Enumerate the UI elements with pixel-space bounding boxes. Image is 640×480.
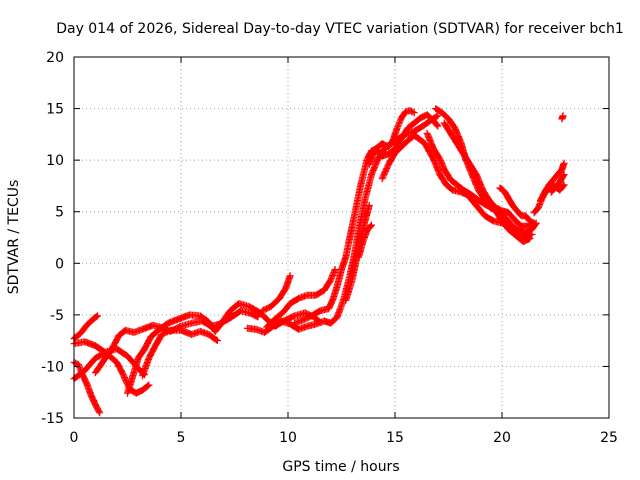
marker-group: [530, 171, 568, 217]
y-tick-label: 10: [46, 153, 64, 169]
series-track-n: [365, 107, 418, 168]
y-axis-title: SDTVAR / TECUs: [6, 180, 22, 295]
x-tick-label: 0: [70, 430, 79, 446]
x-tick-label: 10: [279, 430, 297, 446]
y-tick-label: -10: [41, 359, 64, 375]
marker-group: [139, 326, 221, 380]
data-markers: [70, 105, 568, 417]
marker-group: [70, 312, 101, 343]
y-tick-label: -5: [50, 308, 64, 324]
series-track-i: [258, 272, 294, 315]
marker-group: [558, 112, 567, 123]
series-track-u: [537, 159, 568, 204]
marker-group: [365, 107, 418, 168]
series-track-a: [70, 312, 101, 343]
series-track-t: [530, 171, 568, 217]
marker-group: [290, 111, 442, 327]
x-tick-label: 15: [386, 430, 404, 446]
series-track-f: [124, 300, 324, 397]
series-track-j: [263, 266, 339, 331]
marker-group: [258, 272, 294, 315]
marker-group: [440, 119, 538, 230]
chart-title: Day 014 of 2026, Sidereal Day-to-day VTE…: [56, 21, 624, 37]
series-track-s: [496, 184, 538, 227]
series-track-r: [440, 119, 538, 230]
y-tick-label: 5: [55, 205, 64, 221]
x-axis-title: GPS time / hours: [282, 459, 399, 475]
y-tick-label: -15: [41, 411, 64, 427]
marker-group: [547, 181, 568, 196]
x-tick-label: 25: [600, 430, 618, 446]
marker-group: [263, 266, 339, 331]
marker-group: [355, 221, 375, 261]
series-track-k: [290, 111, 442, 327]
axis-ticks: 0 5 10 15 20 25 -15 -10 -5 0 5 10 15 20: [41, 50, 618, 446]
marker-group: [537, 159, 568, 204]
marker-group: [496, 184, 538, 227]
y-tick-label: 20: [46, 50, 64, 66]
plot-frame: [73, 56, 610, 419]
y-tick-label: 0: [55, 256, 64, 272]
series-track-m: [355, 221, 375, 261]
x-tick-label: 20: [493, 430, 511, 446]
grid: [74, 57, 609, 418]
marker-group: [124, 300, 324, 397]
series-track-g: [139, 326, 221, 380]
series-track-w: [558, 112, 567, 123]
x-tick-label: 5: [177, 430, 186, 446]
y-tick-label: 15: [46, 102, 64, 118]
series-track-v: [547, 181, 568, 196]
